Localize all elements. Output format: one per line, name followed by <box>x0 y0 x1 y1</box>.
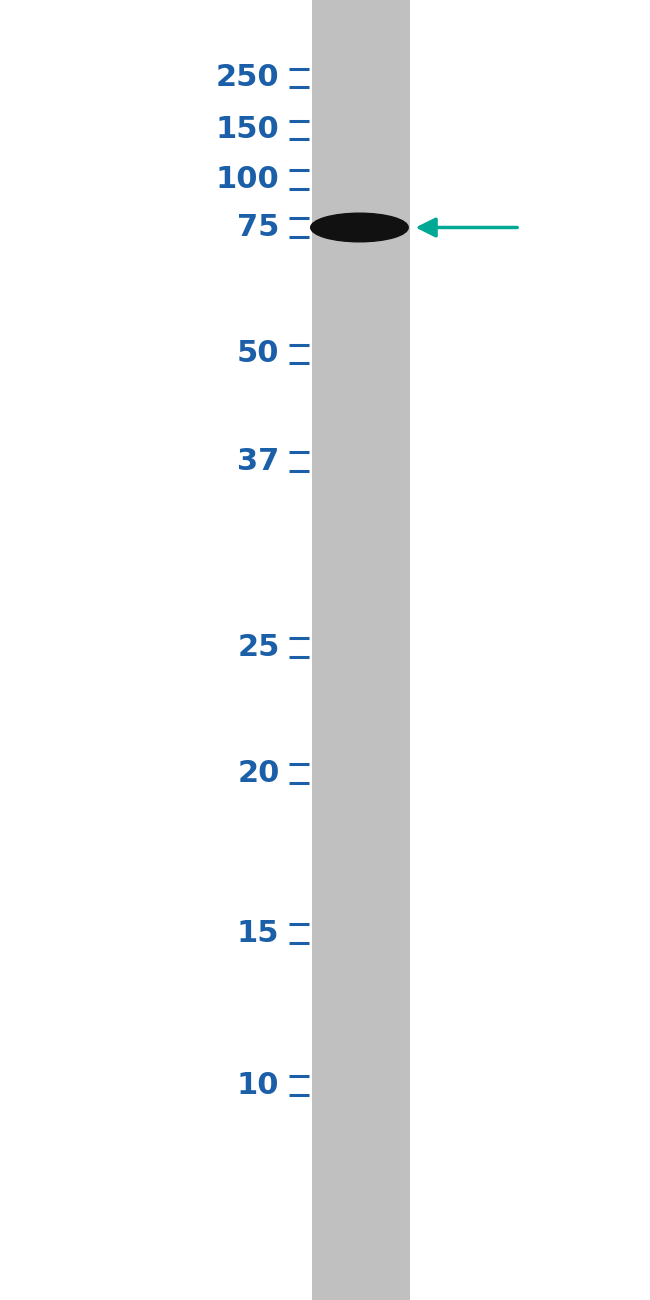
Text: 10: 10 <box>237 1071 280 1100</box>
Ellipse shape <box>311 213 408 242</box>
Text: 20: 20 <box>237 759 280 788</box>
Text: 37: 37 <box>237 447 280 476</box>
Bar <box>312 0 410 1300</box>
Text: 75: 75 <box>237 213 280 242</box>
Text: 100: 100 <box>216 165 280 194</box>
Text: 250: 250 <box>216 64 280 92</box>
Text: 15: 15 <box>237 919 280 948</box>
Text: 50: 50 <box>237 339 280 368</box>
Text: 25: 25 <box>237 633 280 662</box>
Text: 150: 150 <box>216 116 280 144</box>
